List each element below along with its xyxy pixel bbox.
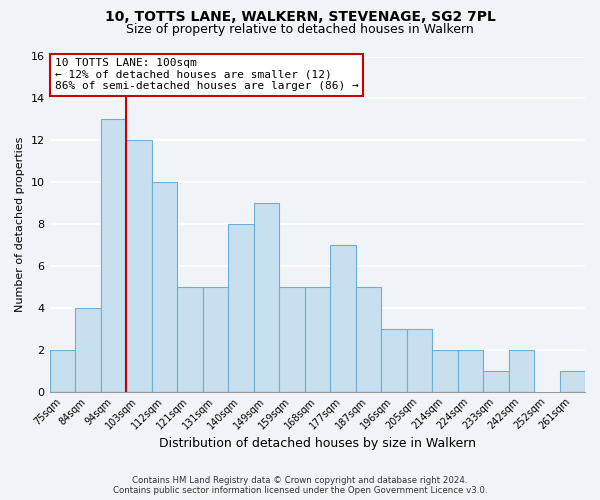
- Bar: [254, 203, 279, 392]
- Bar: [381, 329, 407, 392]
- Bar: [203, 287, 228, 392]
- X-axis label: Distribution of detached houses by size in Walkern: Distribution of detached houses by size …: [159, 437, 476, 450]
- Text: 10 TOTTS LANE: 100sqm
← 12% of detached houses are smaller (12)
86% of semi-deta: 10 TOTTS LANE: 100sqm ← 12% of detached …: [55, 58, 359, 92]
- Bar: [126, 140, 152, 392]
- Bar: [50, 350, 75, 392]
- Bar: [356, 287, 381, 392]
- Y-axis label: Number of detached properties: Number of detached properties: [15, 136, 25, 312]
- Bar: [101, 120, 126, 392]
- Text: Size of property relative to detached houses in Walkern: Size of property relative to detached ho…: [126, 22, 474, 36]
- Text: 10, TOTTS LANE, WALKERN, STEVENAGE, SG2 7PL: 10, TOTTS LANE, WALKERN, STEVENAGE, SG2 …: [104, 10, 496, 24]
- Bar: [228, 224, 254, 392]
- Bar: [407, 329, 432, 392]
- Bar: [305, 287, 330, 392]
- Bar: [279, 287, 305, 392]
- Bar: [509, 350, 534, 392]
- Bar: [330, 245, 356, 392]
- Bar: [177, 287, 203, 392]
- Text: Contains HM Land Registry data © Crown copyright and database right 2024.
Contai: Contains HM Land Registry data © Crown c…: [113, 476, 487, 495]
- Bar: [458, 350, 483, 392]
- Bar: [152, 182, 177, 392]
- Bar: [483, 370, 509, 392]
- Bar: [75, 308, 101, 392]
- Bar: [560, 370, 585, 392]
- Bar: [432, 350, 458, 392]
